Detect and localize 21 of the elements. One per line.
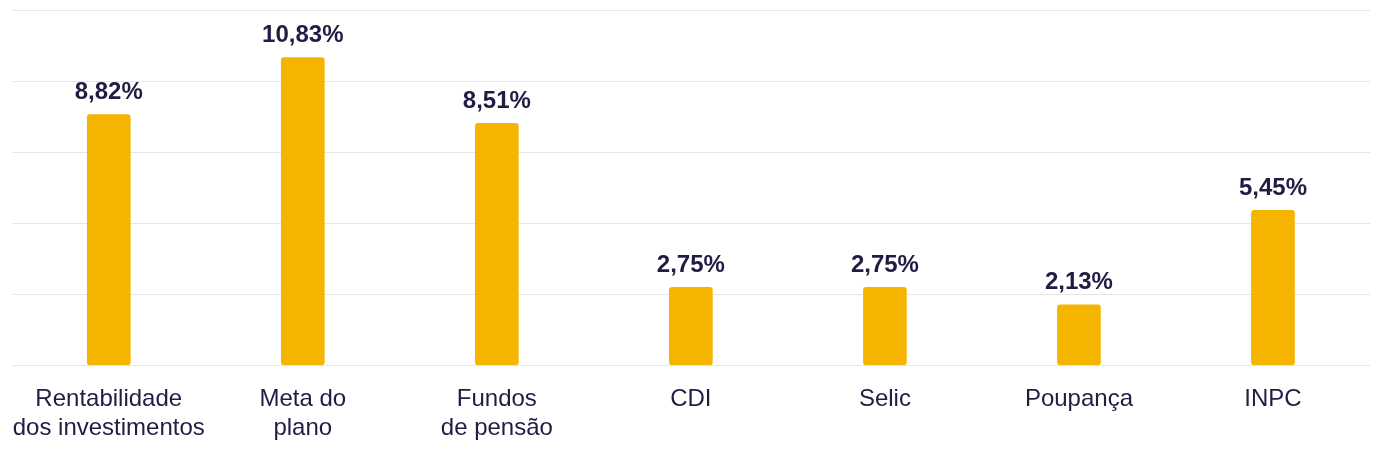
data-label: 2,13% [1044,267,1113,295]
x-tick-label: Meta do plano [259,384,347,441]
x-tick-label: CDI [670,384,712,412]
bar [669,286,713,366]
data-label: 10,83% [262,20,344,48]
data-label: 5,45% [1238,173,1308,201]
bar [1057,304,1101,366]
bar [475,123,519,366]
bar [86,114,131,366]
x-tick-label: Rentabilidade dos investimentos [12,384,205,441]
x-tick-label: Poupança [1024,384,1134,412]
data-label: 8,82% [74,77,143,105]
x-tick-label: INPC [1244,384,1302,412]
bar [863,286,907,366]
data-label: 2,75% [850,249,919,277]
x-tick-label: Selic [858,384,911,412]
x-tick-label: Fundos de pensão [440,384,553,441]
data-label: 8,51% [462,86,531,114]
bar [1251,210,1295,366]
data-label: 2,75% [656,249,725,277]
bar [280,57,325,366]
